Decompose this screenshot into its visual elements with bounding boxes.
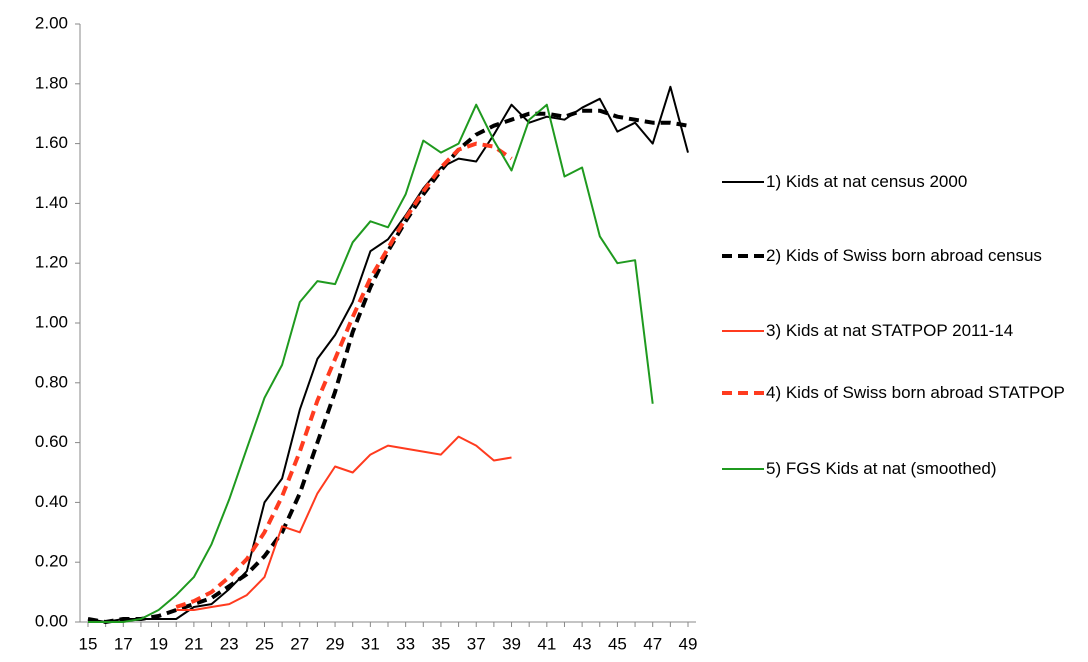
y-tick-label: 2.00 <box>35 13 68 32</box>
x-tick-label: 23 <box>220 634 239 653</box>
x-tick-label: 43 <box>573 634 592 653</box>
x-tick-label: 47 <box>643 634 662 653</box>
series-line <box>87 108 689 624</box>
x-tick-label: 35 <box>431 634 450 653</box>
series-line <box>175 141 513 609</box>
series-line <box>88 103 654 623</box>
y-tick-label: 1.40 <box>35 193 68 212</box>
y-tick-label: 0.80 <box>35 372 68 391</box>
y-tick-label: 0.40 <box>35 492 68 511</box>
y-tick-label: 1.00 <box>35 312 68 331</box>
legend-label: 1) Kids at nat census 2000 <box>766 172 968 191</box>
x-tick-label: 41 <box>537 634 556 653</box>
x-tick-label: 21 <box>184 634 203 653</box>
legend-label: 3) Kids at nat STATPOP 2011-14 <box>766 321 1014 340</box>
x-tick-label: 39 <box>502 634 521 653</box>
y-tick-label: 1.60 <box>35 133 68 152</box>
x-tick-label: 25 <box>255 634 274 653</box>
x-tick-label: 19 <box>149 634 168 653</box>
x-tick-label: 49 <box>679 634 698 653</box>
legend-label: 2) Kids of Swiss born abroad census <box>766 246 1042 265</box>
x-tick-label: 31 <box>361 634 380 653</box>
legend-label: 5) FGS Kids at nat (smoothed) <box>766 459 997 478</box>
x-tick-label: 37 <box>467 634 486 653</box>
x-tick-label: 15 <box>79 634 98 653</box>
x-tick-label: 45 <box>608 634 627 653</box>
series-line <box>87 85 689 623</box>
x-tick-label: 17 <box>114 634 133 653</box>
y-tick-label: 1.20 <box>35 253 68 272</box>
x-tick-label: 29 <box>326 634 345 653</box>
y-tick-label: 0.60 <box>35 432 68 451</box>
y-tick-label: 1.80 <box>35 73 68 92</box>
x-tick-label: 33 <box>396 634 415 653</box>
series-line <box>176 435 512 611</box>
y-tick-label: 0.20 <box>35 552 68 571</box>
y-tick-label: 0.00 <box>35 611 68 630</box>
legend-label: 4) Kids of Swiss born abroad STATPOP <box>766 383 1065 402</box>
x-tick-label: 27 <box>290 634 309 653</box>
